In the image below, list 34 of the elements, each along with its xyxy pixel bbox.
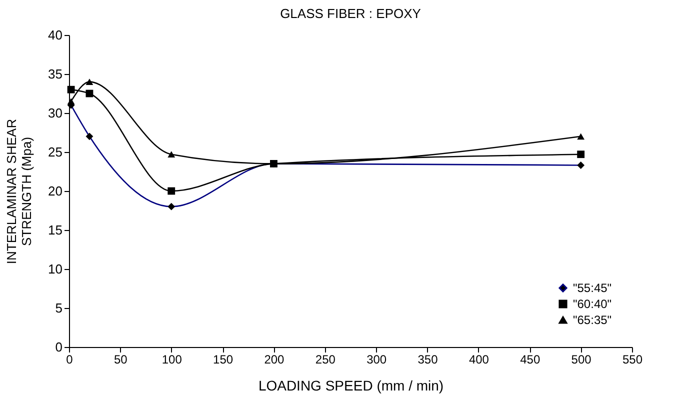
x-tick-label: 200 (264, 352, 285, 366)
y-tick-label: 35 (48, 66, 62, 82)
x-tick-label: 400 (468, 352, 490, 366)
y-tick-label: 30 (48, 106, 62, 120)
legend-label: "60:40" (573, 297, 612, 311)
x-tick-label: 550 (622, 352, 643, 366)
chart-title: GLASS FIBER : EPOXY (280, 6, 422, 21)
legend-label: "55:45" (573, 281, 612, 295)
x-tick-label: 500 (571, 352, 592, 366)
x-tick-label: 150 (213, 352, 234, 366)
x-tick-label: 350 (418, 352, 438, 366)
x-tick-label: 450 (520, 352, 540, 366)
y-tick-label: 15 (48, 222, 62, 238)
y-tick-label: 0 (55, 340, 62, 354)
legend-label: "65:35" (573, 313, 612, 327)
point (168, 187, 176, 195)
y-tick-label: 20 (48, 184, 62, 198)
point (67, 98, 75, 105)
y-tick-label: 5 (55, 300, 62, 316)
y-tick-label: 40 (48, 28, 62, 42)
point (67, 86, 75, 94)
point (86, 78, 94, 86)
y-tick-label: 10 (48, 262, 62, 276)
x-tick-label: 100 (162, 352, 182, 366)
y-tick-label: 25 (48, 144, 62, 160)
point (577, 150, 585, 158)
x-tick-label: 300 (366, 352, 387, 366)
x-tick-label: 50 (114, 352, 128, 366)
x-tick-label: 250 (315, 352, 336, 366)
point (577, 133, 585, 140)
point (168, 151, 176, 158)
x-axis-title: LOADING SPEED (mm / min) (258, 378, 444, 394)
y-axis-title: INTERLAMINAR SHEAR STRENGTH (Mpa) (4, 118, 34, 264)
x-tick-label: 0 (66, 352, 74, 366)
